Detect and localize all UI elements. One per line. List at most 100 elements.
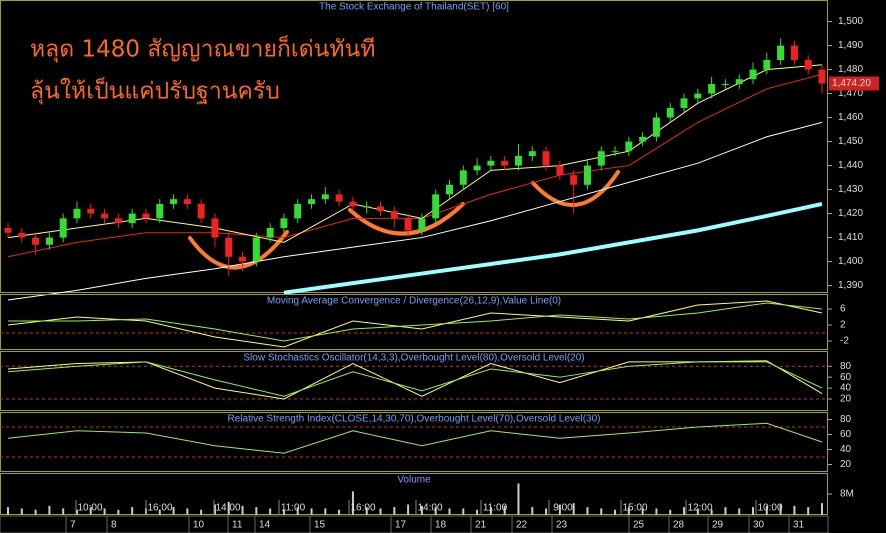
candle-body <box>735 79 743 84</box>
time-label: 9:00 <box>553 503 573 514</box>
volume-bar <box>476 509 479 515</box>
volume-bar <box>545 508 548 515</box>
candle-body <box>390 211 398 219</box>
time-label: 16:00 <box>350 503 375 514</box>
last-price-label: 1,474.20 <box>832 78 871 89</box>
candle-body <box>211 218 219 238</box>
candle-body <box>32 237 40 245</box>
candle-body <box>666 107 674 118</box>
volume-bar <box>186 508 189 515</box>
volume-bar <box>710 509 713 515</box>
volume-bar <box>338 509 341 515</box>
candle-body <box>280 218 288 228</box>
volume-bar <box>738 508 741 515</box>
y-tick-label: 1,480 <box>838 64 863 75</box>
time-label: 14:00 <box>215 503 240 514</box>
line-series <box>7 121 823 301</box>
volume-bar <box>655 508 658 515</box>
volume-bar <box>227 501 230 515</box>
date-label: 18 <box>435 520 447 531</box>
volume-bar <box>241 505 244 515</box>
volume-bar <box>572 503 575 515</box>
panel-frame <box>0 412 828 472</box>
volume-bar <box>131 507 134 515</box>
volume-bar <box>683 507 686 515</box>
date-label: 29 <box>712 520 724 531</box>
panel-title: Slow Stochastics Oscillator(14,3,3),Over… <box>243 353 584 364</box>
time-label: 14:00 <box>417 503 442 514</box>
annotation-arc <box>531 170 620 208</box>
candle-body <box>432 194 440 219</box>
candle-body <box>183 199 191 204</box>
volume-bar <box>807 507 810 515</box>
last-price-box <box>829 76 879 91</box>
candle-body <box>790 45 798 60</box>
line-series <box>7 300 823 348</box>
volume-bar <box>517 483 520 515</box>
date-label: 21 <box>475 520 487 531</box>
candle-body <box>680 98 688 108</box>
y-tick-label: 60 <box>840 429 852 440</box>
y-tick-label: -2 <box>840 336 849 347</box>
candle-body <box>170 199 178 204</box>
y-tick-label: 80 <box>840 361 852 372</box>
candle-body <box>528 151 536 156</box>
volume-bar <box>779 504 782 515</box>
candle-body <box>294 203 302 219</box>
y-tick-label: 40 <box>840 383 852 394</box>
candle-body <box>4 227 12 233</box>
volume-bar <box>503 505 506 515</box>
volume-bar <box>269 508 272 515</box>
panel-frame <box>0 351 828 411</box>
candle-body <box>570 175 578 185</box>
time-label: 11:00 <box>281 503 306 514</box>
candle-body <box>197 203 205 219</box>
volume-bar <box>614 509 617 515</box>
volume-bar <box>724 507 727 515</box>
line-series <box>7 422 823 454</box>
candle-body <box>335 194 343 202</box>
candle-body <box>639 136 647 142</box>
date-label: 23 <box>556 520 568 531</box>
volume-bar <box>752 507 755 515</box>
volume-bar <box>407 504 410 515</box>
panel-frame <box>0 294 828 350</box>
volume-bar <box>310 508 313 515</box>
candle-body <box>18 232 26 238</box>
date-label: 7 <box>70 520 76 531</box>
y-tick-label: 1,390 <box>838 280 863 291</box>
volume-bar <box>351 491 354 515</box>
volume-bar <box>531 507 534 515</box>
y-tick-label: 20 <box>840 394 852 405</box>
candle-body <box>225 237 233 257</box>
volume-bar <box>627 507 630 515</box>
y-tick-label: 1,410 <box>838 232 863 243</box>
y-tick-label: 1,450 <box>838 136 863 147</box>
line-series <box>7 361 823 397</box>
volume-bar <box>669 509 672 515</box>
time-label: 12:00 <box>687 503 712 514</box>
panel-title: Volume <box>397 475 431 486</box>
volume-bar <box>821 503 823 515</box>
y-tick-label: 1,400 <box>838 256 863 267</box>
candle-body <box>114 218 122 224</box>
volume-bar <box>117 509 120 515</box>
date-label: 28 <box>673 520 685 531</box>
volume-bar <box>34 509 37 515</box>
candle-body <box>749 69 757 80</box>
date-label: 31 <box>793 520 805 531</box>
volume-bar <box>48 505 51 515</box>
volume-bar <box>558 504 561 515</box>
date-label: 14 <box>259 520 271 531</box>
y-tick-label: 1,420 <box>838 208 863 219</box>
panel-frame <box>0 473 828 515</box>
date-strip <box>0 515 829 533</box>
annotation: ลุ้นให้เป็นแค่ปรับฐานครับ <box>30 76 280 105</box>
date-label: 11 <box>232 520 243 531</box>
volume-bar <box>172 507 175 515</box>
candle-body <box>349 201 357 207</box>
candle-body <box>583 165 591 185</box>
candle-body <box>611 151 619 153</box>
volume-bar <box>696 508 699 515</box>
